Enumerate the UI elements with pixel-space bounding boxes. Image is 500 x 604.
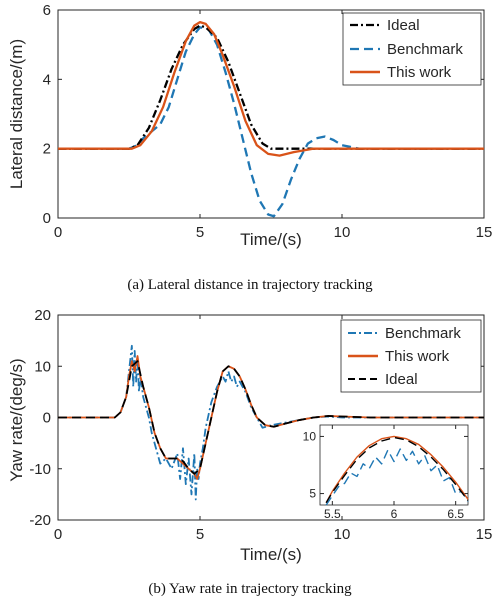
inset-x-tick-label: 6.5	[447, 507, 464, 521]
a-y-tick-label: 4	[43, 71, 51, 88]
series-lines-b	[58, 344, 484, 501]
inset-series-this-work	[325, 435, 469, 504]
a-x-tick-label: 10	[334, 224, 351, 241]
inset-y-tick-label: 5	[309, 487, 316, 501]
legend-a: Ideal Benchmark This work	[342, 12, 482, 86]
a-x-tick-label: 5	[196, 224, 204, 241]
series-lines-a	[58, 20, 484, 218]
a-series-this-work	[58, 20, 484, 157]
inset-box	[319, 424, 469, 506]
b-x-tick-label: 0	[54, 526, 62, 543]
legend-label-ideal-a: Ideal	[387, 17, 420, 34]
b-x-tick-label: 5	[196, 526, 204, 543]
legend-label-ideal-b: Ideal	[385, 371, 418, 388]
a-y-tick-label: 6	[43, 2, 51, 19]
caption-b: (b) Yaw rate in trajectory tracking	[148, 581, 352, 597]
a-series-benchmark	[58, 26, 484, 218]
b-series-ideal	[58, 360, 484, 475]
inset-x-tick-label: 6	[391, 507, 398, 521]
b-x-tick-label: 15	[476, 526, 493, 543]
a-x-tick-label: 15	[476, 224, 493, 241]
legend-label-thiswork-a: This work	[387, 64, 452, 81]
b-y-tick-label: -20	[29, 512, 51, 529]
a-y-tick-label: 2	[43, 141, 51, 158]
inset-series-benchmark	[325, 448, 469, 506]
inset-series-ideal	[325, 436, 469, 504]
chart-yaw-rate: 0 5 10 15 -20 -10 0 10 20 Time/(s) Yaw rate/(deg…	[7, 307, 492, 597]
b-x-tick-label: 10	[334, 526, 351, 543]
legend-label-benchmark-a: Benchmark	[387, 41, 463, 58]
b-y-tick-label: -10	[29, 461, 51, 478]
x-axis-label-a: Time/(s)	[240, 230, 302, 249]
b-y-tick-label: 20	[34, 307, 51, 324]
x-axis-label-b: Time/(s)	[240, 545, 302, 564]
a-series-ideal	[58, 24, 484, 150]
caption-a: (a) Lateral distance in trajectory track…	[127, 277, 373, 293]
y-axis-label-b: Yaw rate/(deg/s)	[7, 358, 26, 481]
legend-b: Benchmark This work Ideal	[340, 319, 482, 393]
legend-label-thiswork-b: This work	[385, 348, 450, 365]
chart-lateral-distance: 0 5 10 15 0 2 4 6 Time/(s) Lateral distance/(m)…	[7, 2, 492, 293]
b-y-tick-label: 0	[43, 410, 51, 427]
a-y-tick-label: 0	[43, 210, 51, 227]
inset-series-lines	[325, 435, 469, 506]
inset-zoom: 5.5 6 6.5 5 10	[303, 424, 469, 521]
b-series-this-work	[58, 355, 484, 480]
inset-x-tick-label: 5.5	[324, 507, 341, 521]
legend-label-benchmark-b: Benchmark	[385, 325, 461, 342]
b-y-tick-label: 10	[34, 358, 51, 375]
inset-axes: 5.5 6 6.5 5 10	[303, 425, 468, 521]
y-axis-label-a: Lateral distance/(m)	[7, 39, 26, 189]
inset-y-tick-label: 10	[303, 429, 317, 443]
a-x-tick-label: 0	[54, 224, 62, 241]
axes-b: 0 5 10 15 -20 -10 0 10 20	[29, 307, 492, 543]
